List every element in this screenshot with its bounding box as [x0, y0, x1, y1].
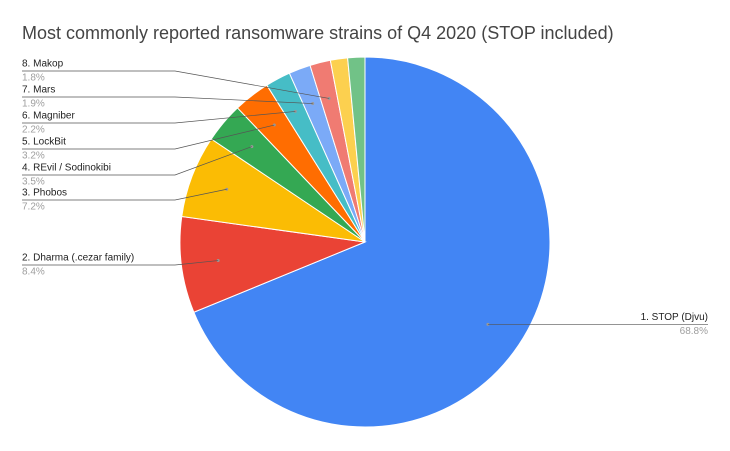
- slice-value: 1.8%: [22, 73, 45, 84]
- slice-label: 1. STOP (Djvu): [641, 312, 708, 323]
- pie-slice: [347, 56, 366, 243]
- leader-line: [22, 111, 296, 124]
- pie-slice: [179, 215, 367, 313]
- slice-value: 1.9%: [22, 99, 45, 110]
- leader-line: [22, 70, 330, 99]
- slice-label: 3. Phobos: [22, 188, 67, 199]
- slice-value: 2.2%: [22, 125, 45, 136]
- slice-value: 8.4%: [22, 267, 45, 278]
- leader-line: [22, 146, 252, 176]
- leader-line: [22, 96, 313, 104]
- slice-label: 6. Magniber: [22, 111, 75, 122]
- pie-slice: [193, 56, 551, 428]
- leader-line: [22, 260, 219, 266]
- slice-label: 5. LockBit: [22, 137, 66, 148]
- slice-label: 8. Makop: [22, 59, 64, 70]
- slice-value: 3.2%: [22, 151, 45, 162]
- leader-line: [22, 124, 275, 150]
- slice-label: 4. REvil / Sodinokibi: [22, 163, 111, 174]
- slice-label: 7. Mars: [22, 85, 55, 96]
- leader-line: [22, 188, 227, 201]
- slice-value: 68.8%: [680, 326, 708, 337]
- chart-title: Most commonly reported ransomware strain…: [22, 23, 614, 43]
- slice-value: 7.2%: [22, 202, 45, 213]
- slice-value: 3.5%: [22, 177, 45, 188]
- slice-label: 2. Dharma (.cezar family): [22, 253, 134, 264]
